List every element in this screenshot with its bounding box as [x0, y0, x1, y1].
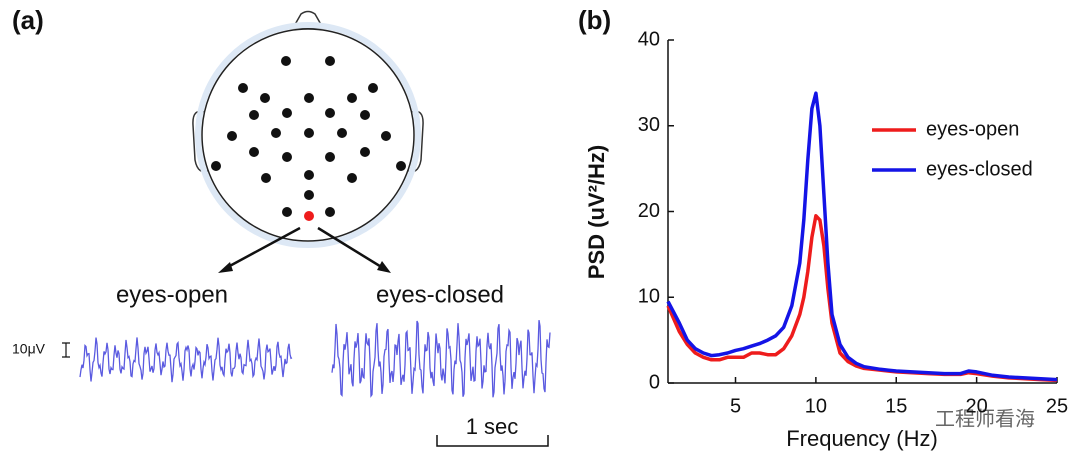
electrode: [347, 93, 357, 103]
panel-label: (b): [578, 5, 611, 35]
electrode: [347, 173, 357, 183]
y-axis-label: PSD (uV²/Hz): [584, 145, 609, 279]
trace-label: eyes-open: [116, 281, 228, 308]
electrode: [368, 83, 378, 93]
electrode: [282, 207, 292, 217]
line: [666, 91, 1058, 382]
electrode: [381, 131, 391, 141]
y-tick-label: 0: [649, 371, 660, 393]
plot: 0 10 20 30 40 5 10 15 20 25 eyes-open eyes-closed: [638, 28, 1068, 417]
electrode: [282, 108, 292, 118]
y-tick-label: 40: [638, 28, 660, 50]
x-tick-label: 20: [966, 395, 988, 417]
electrode: [249, 147, 259, 157]
electrode: [271, 128, 281, 138]
electrode: [249, 110, 259, 120]
electrode: [304, 170, 314, 180]
electrode: [360, 110, 370, 120]
electrode: [211, 161, 221, 171]
x-tick-label: 25: [1046, 395, 1068, 417]
legend-label: eyes-closed: [926, 158, 1033, 180]
electrode-highlight: [304, 211, 314, 221]
electrode: [238, 83, 248, 93]
head-diagram: [192, 10, 424, 273]
electrode: [325, 207, 335, 217]
x-tick-label: 15: [885, 395, 907, 417]
legend-label: eyes-open: [926, 118, 1019, 140]
trace-label: eyes-closed: [376, 281, 504, 308]
y-tick-label: 30: [638, 114, 660, 136]
electrode: [396, 161, 406, 171]
electrodes: [211, 56, 406, 221]
electrode: [325, 56, 335, 66]
electrode: [261, 173, 271, 183]
y-tick-label: 20: [638, 200, 660, 222]
electrode: [360, 147, 370, 157]
eeg-trace: [79, 337, 293, 383]
eeg-trace: [331, 319, 551, 398]
electrode: [281, 56, 291, 66]
electrode: [304, 190, 314, 200]
time-scale: 1 sec: [466, 414, 519, 439]
electrode: [260, 93, 270, 103]
electrode: [325, 108, 335, 118]
line: [666, 214, 1058, 383]
eeg-traces: [79, 319, 551, 398]
electrode: [282, 152, 292, 162]
x-axis-label: Frequency (Hz): [786, 426, 938, 451]
electrode: [304, 128, 314, 138]
y-tick-label: 10: [638, 286, 660, 308]
x-tick-label: 5: [730, 395, 741, 417]
amplitude-scale: 10μV: [12, 341, 46, 357]
electrode: [337, 128, 347, 138]
x-tick-label: 10: [805, 395, 827, 417]
panel-label: (a): [12, 5, 44, 35]
watermark: 工程师看海: [935, 407, 1035, 430]
electrode: [227, 131, 237, 141]
electrode: [325, 152, 335, 162]
electrode: [304, 93, 314, 103]
